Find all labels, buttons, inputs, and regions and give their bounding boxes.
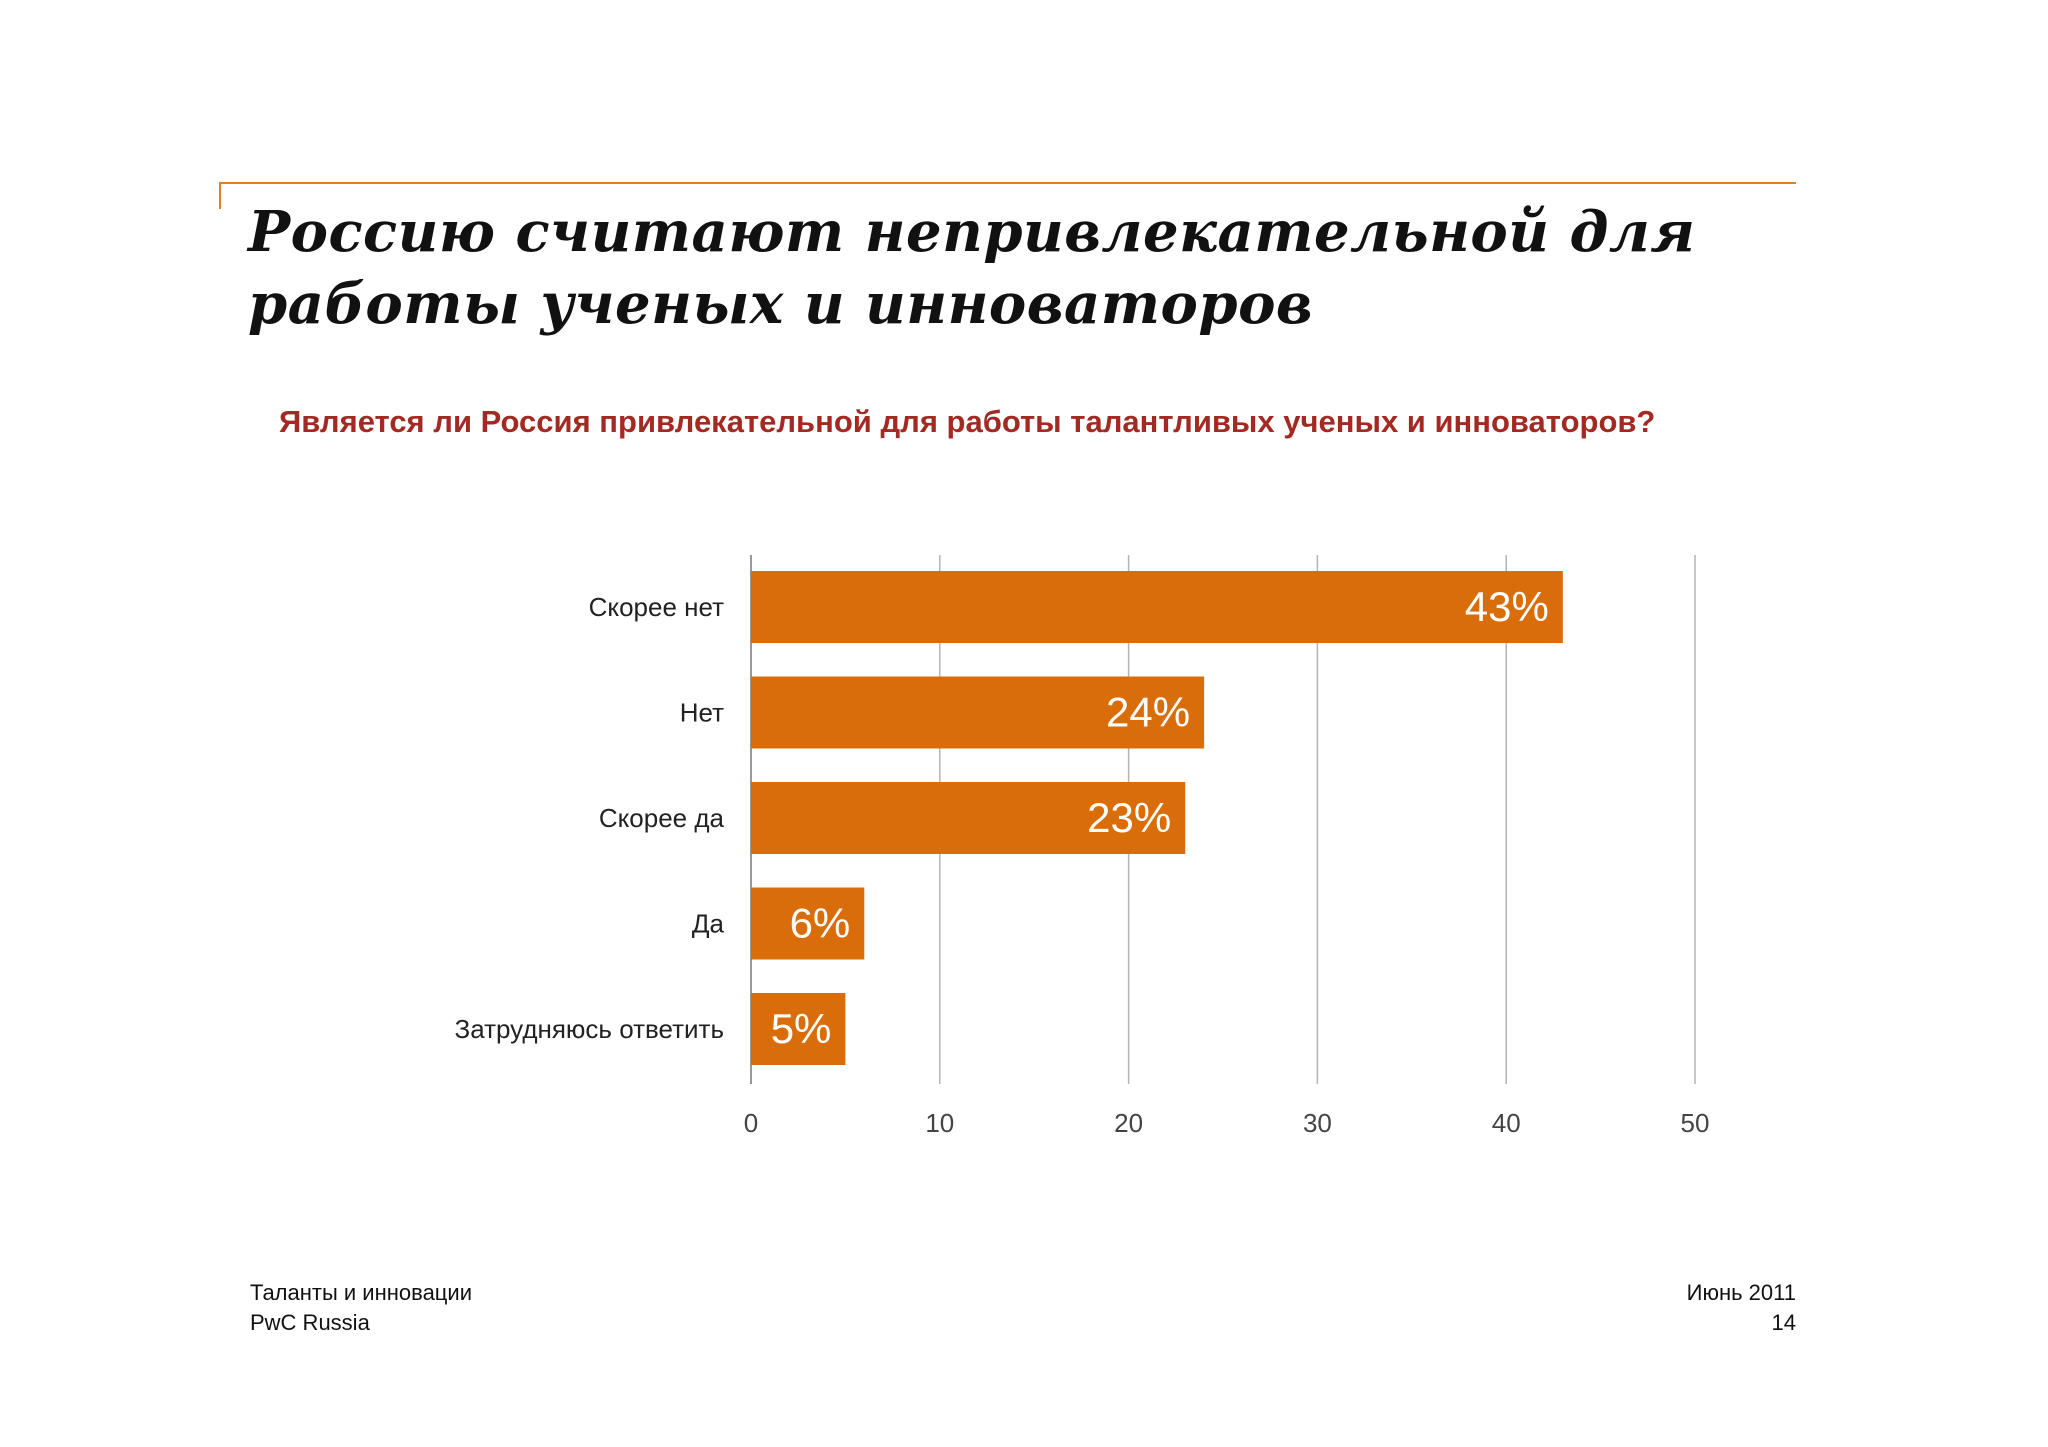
bar bbox=[751, 676, 1205, 749]
bar bbox=[751, 571, 1563, 643]
footer-page-number: 14 bbox=[1771, 1310, 1796, 1335]
category-label: Скорее да bbox=[599, 803, 725, 833]
x-tick-label: 40 bbox=[1492, 1108, 1521, 1138]
header-rule bbox=[219, 182, 1796, 184]
x-tick-label: 50 bbox=[1681, 1108, 1710, 1138]
category-label: Да bbox=[692, 909, 725, 939]
data-label: 5% bbox=[771, 1005, 832, 1052]
data-label: 24% bbox=[1106, 689, 1190, 736]
slide-title: Россию считают непривлекательной для раб… bbox=[248, 199, 1696, 337]
x-tick-label: 20 bbox=[1114, 1108, 1143, 1138]
footer-right: Июнь 2011 14 bbox=[1687, 1278, 1796, 1338]
x-tick-label: 0 bbox=[744, 1108, 758, 1138]
x-tick-label: 30 bbox=[1303, 1108, 1332, 1138]
footer-company: PwC Russia bbox=[250, 1310, 370, 1335]
bar bbox=[751, 782, 1186, 854]
data-label: 6% bbox=[790, 900, 851, 947]
category-label: Затрудняюсь ответить bbox=[455, 1014, 724, 1044]
category-label: Скорее нет bbox=[589, 592, 724, 622]
bar bbox=[751, 887, 865, 960]
data-label: 43% bbox=[1465, 583, 1549, 630]
footer-left: Таланты и инновации PwC Russia bbox=[250, 1278, 472, 1338]
bar bbox=[751, 993, 846, 1065]
footer-date: Июнь 2011 bbox=[1686, 1280, 1796, 1305]
header-rule-tick bbox=[219, 182, 221, 209]
chart-question: Является ли Россия привлекательной для р… bbox=[279, 404, 1656, 439]
footer-report-name: Таланты и инновации bbox=[250, 1280, 472, 1305]
data-label: 23% bbox=[1087, 794, 1171, 841]
x-tick-label: 10 bbox=[925, 1108, 954, 1138]
category-label: Нет bbox=[680, 698, 724, 728]
